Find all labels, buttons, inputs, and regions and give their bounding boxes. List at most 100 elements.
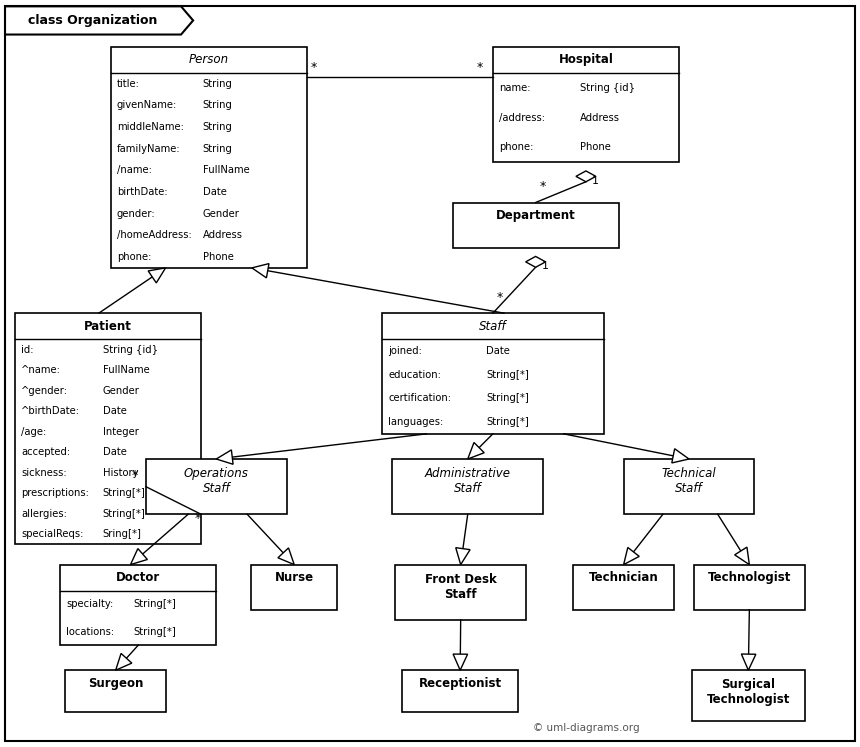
Text: String {id}: String {id} bbox=[102, 344, 157, 355]
Polygon shape bbox=[252, 264, 269, 278]
Text: Gender: Gender bbox=[102, 385, 139, 396]
Bar bbox=[574, 565, 674, 610]
Text: Patient: Patient bbox=[84, 320, 132, 332]
Polygon shape bbox=[116, 654, 132, 670]
Text: String[*]: String[*] bbox=[486, 417, 529, 427]
Text: Hospital: Hospital bbox=[558, 53, 613, 66]
Polygon shape bbox=[131, 548, 147, 565]
Bar bbox=[493, 46, 679, 162]
Text: Technologist: Technologist bbox=[708, 571, 791, 584]
Text: String: String bbox=[203, 143, 233, 154]
Text: middleName:: middleName: bbox=[117, 122, 183, 132]
Text: accepted:: accepted: bbox=[22, 447, 71, 457]
Text: String[*]: String[*] bbox=[486, 370, 529, 379]
Bar bbox=[392, 459, 544, 515]
Text: allergies:: allergies: bbox=[22, 509, 67, 518]
Text: String: String bbox=[203, 122, 233, 132]
Text: Person: Person bbox=[188, 53, 229, 66]
Bar bbox=[452, 202, 618, 248]
Text: Address: Address bbox=[203, 230, 243, 241]
Bar bbox=[65, 670, 166, 713]
Polygon shape bbox=[468, 442, 484, 459]
Text: String[*]: String[*] bbox=[102, 509, 145, 518]
Bar bbox=[146, 459, 286, 515]
Bar bbox=[694, 565, 805, 610]
Text: Staff: Staff bbox=[479, 320, 507, 332]
Text: String[*]: String[*] bbox=[133, 599, 176, 610]
Text: © uml-diagrams.org: © uml-diagrams.org bbox=[533, 722, 640, 733]
Polygon shape bbox=[741, 654, 756, 670]
Polygon shape bbox=[216, 450, 233, 465]
Text: Address: Address bbox=[580, 113, 620, 123]
Text: locations:: locations: bbox=[66, 627, 114, 636]
Text: Gender: Gender bbox=[203, 208, 240, 219]
Polygon shape bbox=[456, 548, 470, 565]
Text: specialty:: specialty: bbox=[66, 599, 114, 610]
Text: *: * bbox=[310, 61, 317, 74]
Text: Surgeon: Surgeon bbox=[88, 677, 144, 689]
Text: title:: title: bbox=[117, 78, 139, 89]
Text: Date: Date bbox=[486, 346, 510, 356]
Bar bbox=[692, 670, 805, 721]
Bar bbox=[402, 670, 518, 713]
Text: Receptionist: Receptionist bbox=[419, 677, 501, 689]
Text: History: History bbox=[102, 468, 138, 477]
Text: *: * bbox=[539, 181, 546, 193]
Text: phone:: phone: bbox=[499, 143, 533, 152]
Text: id:: id: bbox=[22, 344, 34, 355]
Text: Date: Date bbox=[102, 406, 126, 416]
Text: languages:: languages: bbox=[388, 417, 444, 427]
Text: Sring[*]: Sring[*] bbox=[102, 529, 141, 539]
Text: String: String bbox=[203, 78, 233, 89]
Polygon shape bbox=[453, 654, 468, 670]
Text: Doctor: Doctor bbox=[116, 571, 161, 584]
Text: /address:: /address: bbox=[499, 113, 545, 123]
Text: birthDate:: birthDate: bbox=[117, 187, 168, 197]
Text: Technical
Staff: Technical Staff bbox=[661, 467, 716, 495]
Text: String[*]: String[*] bbox=[102, 489, 145, 498]
Text: joined:: joined: bbox=[388, 346, 422, 356]
Text: givenName:: givenName: bbox=[117, 100, 177, 111]
Text: ^birthDate:: ^birthDate: bbox=[22, 406, 80, 416]
Text: *: * bbox=[497, 291, 503, 304]
Polygon shape bbox=[5, 7, 194, 34]
Bar bbox=[251, 565, 337, 610]
Text: Nurse: Nurse bbox=[274, 571, 314, 584]
Text: Phone: Phone bbox=[203, 252, 234, 262]
Text: FullName: FullName bbox=[203, 165, 249, 176]
Text: /homeAddress:: /homeAddress: bbox=[117, 230, 192, 241]
Bar bbox=[60, 565, 216, 645]
Text: prescriptions:: prescriptions: bbox=[22, 489, 89, 498]
Text: certification:: certification: bbox=[388, 394, 452, 403]
Polygon shape bbox=[278, 548, 294, 565]
Text: 1: 1 bbox=[542, 261, 549, 271]
Text: FullName: FullName bbox=[102, 365, 150, 375]
Text: education:: education: bbox=[388, 370, 441, 379]
Polygon shape bbox=[576, 171, 596, 182]
Text: Date: Date bbox=[203, 187, 227, 197]
Bar bbox=[15, 313, 201, 545]
Text: Integer: Integer bbox=[102, 427, 138, 437]
Polygon shape bbox=[148, 268, 166, 283]
Text: ^name:: ^name: bbox=[22, 365, 61, 375]
Bar bbox=[382, 313, 604, 434]
Text: String[*]: String[*] bbox=[133, 627, 176, 636]
Text: String[*]: String[*] bbox=[486, 394, 529, 403]
Text: Surgical
Technologist: Surgical Technologist bbox=[707, 678, 790, 707]
Text: specialReqs:: specialReqs: bbox=[22, 529, 83, 539]
Bar bbox=[396, 565, 526, 620]
Text: /name:: /name: bbox=[117, 165, 151, 176]
Text: ^gender:: ^gender: bbox=[22, 385, 68, 396]
Text: gender:: gender: bbox=[117, 208, 156, 219]
Text: familyName:: familyName: bbox=[117, 143, 181, 154]
Text: Operations
Staff: Operations Staff bbox=[184, 467, 249, 495]
Text: String: String bbox=[203, 100, 233, 111]
Text: /age:: /age: bbox=[22, 427, 46, 437]
Text: Phone: Phone bbox=[580, 143, 611, 152]
Polygon shape bbox=[525, 256, 545, 267]
Text: Department: Department bbox=[495, 209, 575, 222]
Polygon shape bbox=[734, 547, 749, 565]
Text: *: * bbox=[195, 512, 201, 525]
Text: Administrative
Staff: Administrative Staff bbox=[425, 467, 511, 495]
Text: phone:: phone: bbox=[117, 252, 151, 262]
